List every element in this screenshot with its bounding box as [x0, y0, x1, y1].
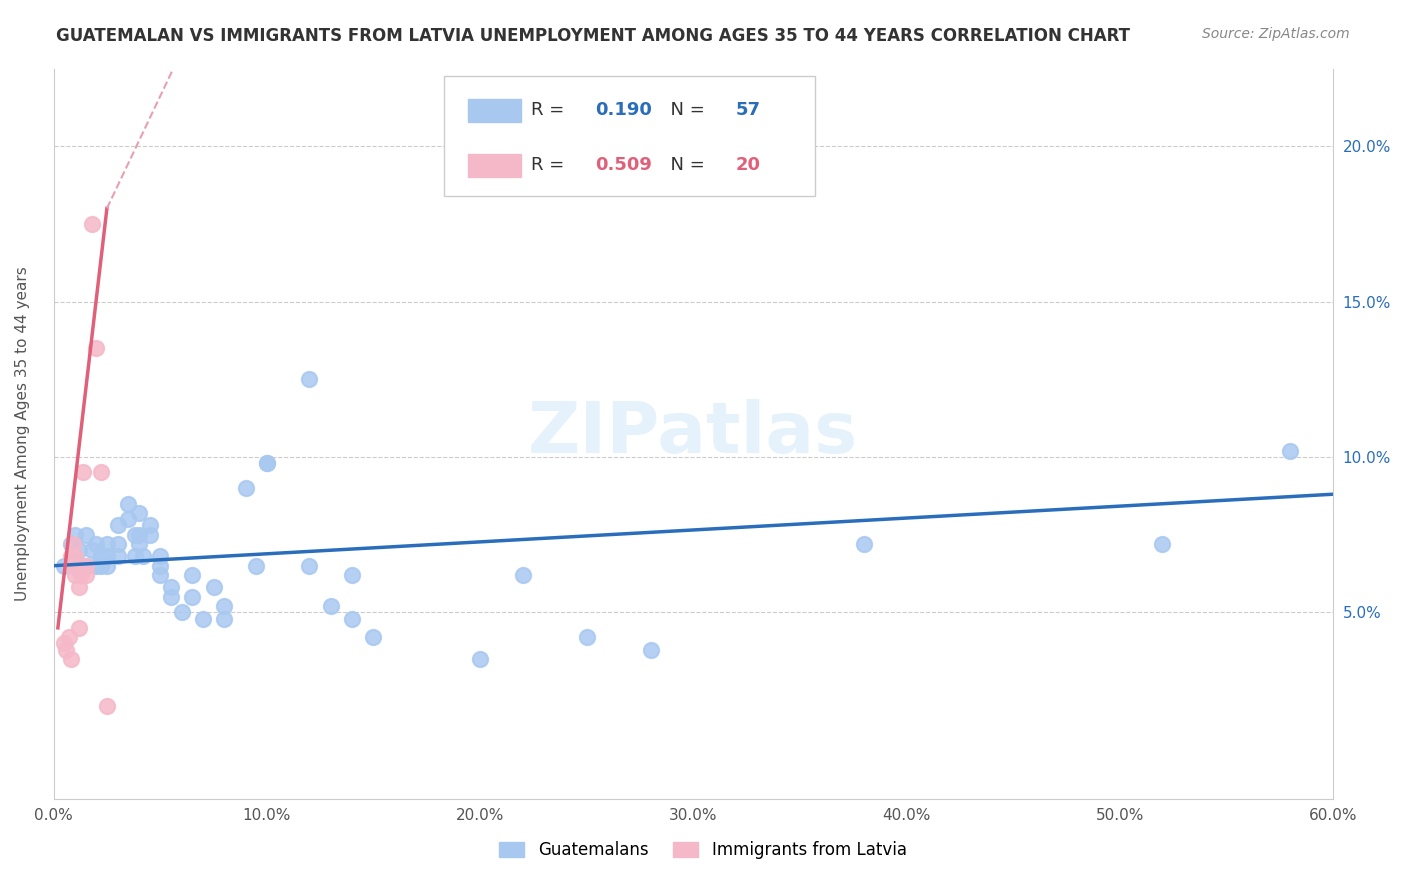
Legend: Guatemalans, Immigrants from Latvia: Guatemalans, Immigrants from Latvia — [492, 835, 914, 866]
Point — [67, 581, 90, 595]
Point — [468, 652, 491, 666]
Point — [298, 558, 321, 573]
Text: N =: N = — [659, 101, 710, 120]
Text: 0.190: 0.190 — [595, 101, 651, 120]
Point — [245, 558, 267, 573]
Point — [212, 611, 235, 625]
Text: GUATEMALAN VS IMMIGRANTS FROM LATVIA UNEMPLOYMENT AMONG AGES 35 TO 44 YEARS CORR: GUATEMALAN VS IMMIGRANTS FROM LATVIA UNE… — [56, 27, 1130, 45]
Point — [235, 481, 257, 495]
Point — [575, 630, 598, 644]
Text: 20: 20 — [735, 156, 761, 174]
Point — [84, 537, 107, 551]
Point — [58, 630, 80, 644]
Point — [70, 568, 93, 582]
Text: 0.509: 0.509 — [595, 156, 651, 174]
Point — [124, 549, 146, 564]
Text: R =: R = — [531, 156, 569, 174]
Point — [212, 599, 235, 613]
Point — [80, 543, 103, 558]
Point — [1152, 537, 1174, 551]
Point — [59, 537, 82, 551]
Point — [512, 568, 534, 582]
Point — [298, 372, 321, 386]
Point — [149, 549, 172, 564]
Point — [128, 506, 150, 520]
Point — [72, 466, 94, 480]
Point — [89, 549, 111, 564]
Point — [67, 543, 90, 558]
Y-axis label: Unemployment Among Ages 35 to 44 years: Unemployment Among Ages 35 to 44 years — [15, 267, 30, 601]
Point — [256, 456, 278, 470]
Point — [149, 568, 172, 582]
Point — [75, 558, 97, 573]
Point — [640, 642, 662, 657]
Point — [340, 611, 363, 625]
Point — [128, 537, 150, 551]
Point — [107, 518, 129, 533]
Text: Source: ZipAtlas.com: Source: ZipAtlas.com — [1202, 27, 1350, 41]
Point — [181, 568, 204, 582]
Point — [96, 549, 118, 564]
FancyBboxPatch shape — [468, 99, 520, 122]
Point — [63, 527, 86, 541]
Point — [89, 558, 111, 573]
Point — [67, 621, 90, 635]
Point — [63, 568, 86, 582]
Point — [256, 456, 278, 470]
Point — [124, 527, 146, 541]
Point — [59, 549, 82, 564]
Point — [107, 537, 129, 551]
Point — [59, 652, 82, 666]
Point — [202, 581, 225, 595]
Point — [363, 630, 385, 644]
Point — [80, 217, 103, 231]
Text: 57: 57 — [735, 101, 761, 120]
Point — [63, 558, 86, 573]
Point — [62, 537, 84, 551]
Point — [191, 611, 214, 625]
Text: ZIPatlas: ZIPatlas — [529, 399, 858, 468]
Point — [84, 558, 107, 573]
FancyBboxPatch shape — [468, 154, 520, 177]
Point — [96, 537, 118, 551]
Point — [117, 512, 139, 526]
Point — [117, 497, 139, 511]
Point — [852, 537, 875, 551]
Point — [170, 605, 193, 619]
Point — [53, 636, 76, 650]
Point — [62, 558, 84, 573]
Point — [89, 466, 111, 480]
Point — [138, 527, 160, 541]
FancyBboxPatch shape — [444, 76, 815, 196]
Point — [107, 549, 129, 564]
Point — [181, 590, 204, 604]
Point — [160, 581, 183, 595]
Point — [96, 698, 118, 713]
Point — [149, 558, 172, 573]
Point — [53, 558, 76, 573]
Text: N =: N = — [659, 156, 710, 174]
Point — [55, 642, 77, 657]
Point — [128, 527, 150, 541]
Point — [75, 527, 97, 541]
Point — [319, 599, 342, 613]
Point — [340, 568, 363, 582]
Point — [63, 549, 86, 564]
Point — [1279, 443, 1302, 458]
Point — [63, 549, 86, 564]
Point — [138, 518, 160, 533]
Point — [160, 590, 183, 604]
Point — [132, 549, 155, 564]
Point — [96, 558, 118, 573]
Point — [75, 558, 97, 573]
Text: R =: R = — [531, 101, 569, 120]
Point — [84, 341, 107, 355]
Point — [75, 568, 97, 582]
